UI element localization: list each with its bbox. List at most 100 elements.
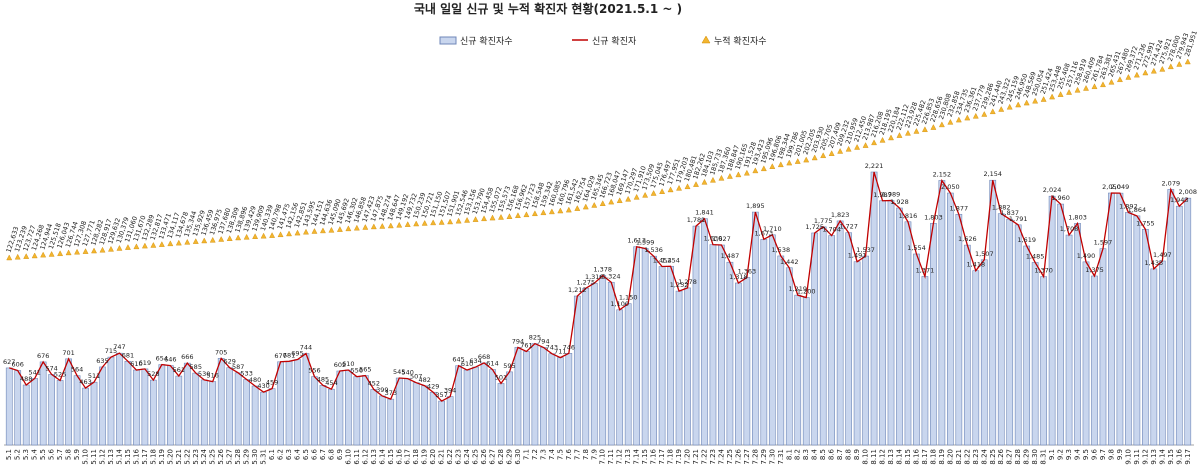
cumulative-marker bbox=[794, 158, 801, 164]
x-tick-label: 8.16 bbox=[912, 448, 920, 464]
data-label: 1,725 bbox=[805, 223, 824, 231]
bar bbox=[879, 200, 886, 446]
bar bbox=[124, 360, 132, 446]
x-tick-label: 6.12 bbox=[361, 449, 369, 465]
cumulative-marker bbox=[65, 249, 72, 256]
bar bbox=[972, 270, 980, 446]
cumulative-marker bbox=[540, 209, 547, 216]
bar bbox=[506, 371, 513, 446]
cumulative-marker bbox=[1006, 103, 1013, 110]
bar bbox=[777, 255, 785, 446]
x-tick-label: 6.1 bbox=[268, 449, 276, 460]
x-tick-label: 7.8 bbox=[582, 449, 590, 460]
cumulative-marker bbox=[930, 124, 937, 130]
cumulative-marker bbox=[1100, 81, 1106, 88]
bar bbox=[133, 369, 140, 446]
cumulative-marker bbox=[515, 212, 521, 218]
cumulative-marker bbox=[718, 174, 725, 181]
data-label: 1,597 bbox=[1094, 239, 1113, 247]
x-tick-label: 9.14 bbox=[1158, 448, 1166, 464]
bar bbox=[370, 389, 378, 446]
bar bbox=[421, 385, 429, 446]
data-label: 695 bbox=[291, 350, 303, 358]
cumulative-marker bbox=[752, 167, 759, 174]
data-label: 357 bbox=[435, 391, 447, 399]
x-tick-label: 6.6 bbox=[310, 448, 318, 460]
x-tick-label: 7.11 bbox=[607, 449, 615, 465]
data-label: 676 bbox=[37, 352, 49, 360]
x-tick-label: 9.6 bbox=[1090, 448, 1098, 460]
legend: 신규 확진자수 신규 확진자 누적 확진자수 bbox=[439, 35, 767, 47]
bar bbox=[455, 365, 462, 446]
data-label: 627 bbox=[3, 358, 15, 366]
data-label: 1,318 bbox=[729, 273, 748, 281]
cumulative-marker bbox=[921, 126, 928, 132]
data-label: 1,710 bbox=[763, 225, 782, 233]
bar bbox=[158, 364, 166, 446]
x-tick-label: 6.15 bbox=[387, 449, 395, 465]
bar bbox=[904, 221, 912, 446]
x-tick-label: 9.5 bbox=[1082, 449, 1090, 460]
cumulative-marker bbox=[1083, 85, 1089, 91]
x-tick-label: 8.13 bbox=[887, 449, 895, 465]
cumulative-marker bbox=[464, 217, 471, 223]
data-label: 1,375 bbox=[1085, 266, 1104, 274]
data-label: 614 bbox=[486, 360, 498, 368]
bar bbox=[1057, 203, 1064, 446]
cumulative-marker bbox=[362, 224, 369, 230]
x-tick-label: 7.20 bbox=[684, 449, 692, 465]
data-label: 511 bbox=[88, 372, 100, 380]
x-tick-label: 9.15 bbox=[1167, 449, 1175, 465]
data-label: 507 bbox=[410, 373, 422, 381]
data-label: 1,803 bbox=[1068, 213, 1087, 221]
data-label: 1,363 bbox=[738, 267, 757, 275]
bar bbox=[989, 179, 997, 446]
x-tick-label: 7.9 bbox=[590, 449, 598, 460]
data-label: 533 bbox=[240, 369, 252, 377]
bar bbox=[930, 223, 937, 446]
bar bbox=[56, 380, 64, 446]
cumulative-marker bbox=[667, 186, 674, 193]
data-label: 1,823 bbox=[831, 211, 850, 219]
cumulative-marker bbox=[311, 228, 318, 234]
cumulative-marker bbox=[99, 246, 106, 253]
x-tick-label: 7.7 bbox=[573, 449, 581, 460]
cumulative-marker bbox=[345, 225, 352, 232]
data-label: 2,050 bbox=[941, 183, 960, 191]
data-label: 1,841 bbox=[695, 209, 714, 217]
x-tick-label: 8.11 bbox=[870, 449, 878, 465]
x-tick-label: 5.20 bbox=[166, 449, 174, 465]
x-tick-label: 6.5 bbox=[302, 449, 310, 460]
x-tick-label: 9.9 bbox=[1116, 449, 1124, 460]
data-label: 1,989 bbox=[882, 191, 901, 199]
cumulative-marker bbox=[582, 203, 589, 210]
data-label: 634 bbox=[469, 357, 481, 365]
data-label: 1,454 bbox=[661, 256, 680, 264]
bar bbox=[785, 267, 793, 446]
data-label: 629 bbox=[223, 358, 235, 366]
data-label: 1,943 bbox=[1170, 196, 1189, 204]
cumulative-marker bbox=[167, 240, 174, 247]
x-tick-label: 8.21 bbox=[955, 449, 963, 465]
cumulative-marker bbox=[854, 144, 861, 150]
cumulative-marker bbox=[879, 137, 886, 143]
bar bbox=[743, 277, 751, 446]
x-tick-label: 7.14 bbox=[633, 448, 641, 464]
bar bbox=[150, 379, 157, 446]
x-tick-label: 6.11 bbox=[353, 449, 361, 465]
cumulative-marker bbox=[565, 206, 572, 213]
cumulative-marker bbox=[209, 236, 216, 243]
cumulative-marker bbox=[175, 239, 182, 246]
data-label: 744 bbox=[300, 344, 312, 352]
bar bbox=[921, 276, 929, 446]
x-tick-label: 5.26 bbox=[217, 448, 225, 464]
x-tick-label: 6.18 bbox=[412, 449, 420, 465]
data-label: 2,050 bbox=[1102, 183, 1121, 191]
x-tick-label: 9.4 bbox=[1074, 448, 1082, 460]
x-tick-label: 5.5 bbox=[39, 449, 47, 460]
data-label: 2,008 bbox=[1178, 188, 1197, 196]
cumulative-marker bbox=[481, 215, 487, 222]
bar bbox=[709, 244, 717, 446]
data-label: 1,816 bbox=[899, 212, 918, 220]
cumulative-marker bbox=[642, 191, 649, 198]
